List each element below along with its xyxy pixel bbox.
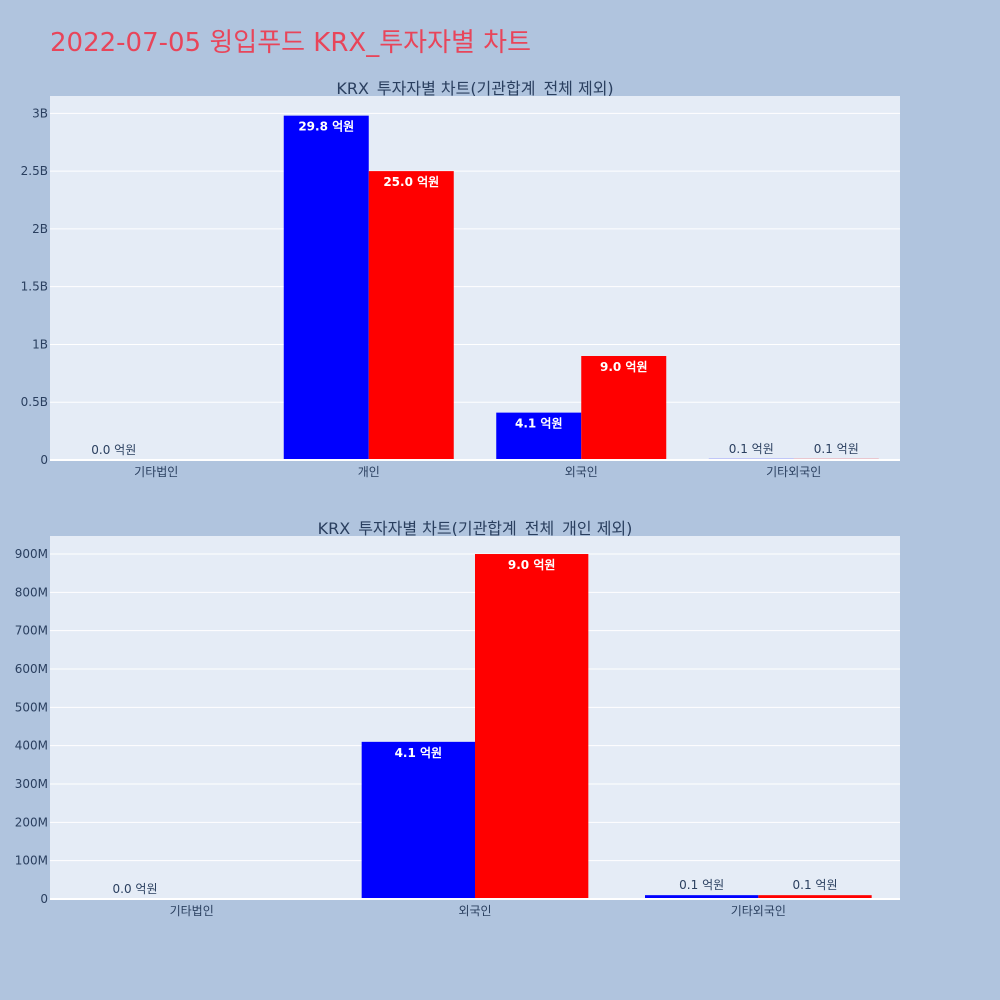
- x-tick-label: 기타법인: [134, 465, 178, 479]
- data-label: 0.0 억원: [91, 443, 136, 457]
- data-label: 0.1 억원: [679, 878, 724, 892]
- y-tick-label: 200M: [15, 815, 48, 829]
- data-label: 0.0 억원: [113, 882, 158, 896]
- y-tick-label: 0: [40, 892, 48, 906]
- y-tick-label: 0: [40, 453, 48, 467]
- chart-title: KRX_투자자별 차트(기관합계_전체 제외): [336, 79, 613, 99]
- y-tick-label: 800M: [15, 585, 48, 599]
- bar: [368, 171, 454, 460]
- bar: [283, 115, 369, 460]
- y-tick-label: 600M: [15, 662, 48, 676]
- bottom-bar-chart: KRX_투자자별 차트(기관합계_전체_개인 제외) 0 100M 200M 300M 4…: [15, 519, 900, 918]
- top-bar-chart: KRX_투자자별 차트(기관합계_전체 제외) 0 0.5B 1B 1.5B 2B 2.5B…: [21, 79, 900, 479]
- y-tick-label: 500M: [15, 700, 48, 714]
- data-label: 4.1 억원: [515, 417, 563, 431]
- y-tick-label: 300M: [15, 777, 48, 791]
- data-label: 29.8 억원: [298, 120, 354, 134]
- y-tick-label: 1.5B: [21, 280, 48, 294]
- x-tick-label: 외국인: [565, 465, 598, 479]
- x-tick-label: 기타외국인: [731, 904, 786, 918]
- bar: [496, 412, 582, 460]
- y-tick-label: 2.5B: [21, 164, 48, 178]
- y-tick-label: 0.5B: [21, 395, 48, 409]
- data-label: 0.1 억원: [814, 442, 859, 456]
- data-label: 0.1 억원: [793, 878, 838, 892]
- bar: [581, 356, 667, 460]
- y-tick-label: 900M: [15, 547, 48, 561]
- page-title: 2022-07-05 윙입푸드 KRX_투자자별 차트: [50, 28, 532, 58]
- y-tick-label: 2B: [32, 222, 48, 236]
- y-tick-label: 100M: [15, 854, 48, 868]
- bar: [475, 554, 589, 899]
- bar: [361, 741, 475, 899]
- data-label: 9.0 억원: [600, 360, 648, 374]
- data-label: 4.1 억원: [395, 746, 443, 760]
- bar: [758, 895, 872, 899]
- x-tick-label: 외국인: [458, 904, 491, 918]
- x-tick-label: 기타외국인: [766, 465, 821, 479]
- data-label: 0.1 억원: [729, 442, 774, 456]
- x-tick-label: 개인: [358, 465, 380, 479]
- bar: [645, 895, 759, 899]
- x-tick-label: 기타법인: [170, 904, 214, 918]
- y-tick-label: 700M: [15, 624, 48, 638]
- data-label: 9.0 억원: [508, 558, 556, 572]
- data-label: 25.0 억원: [383, 175, 439, 189]
- y-tick-label: 3B: [32, 106, 48, 120]
- y-tick-label: 400M: [15, 739, 48, 753]
- plot-area: [50, 96, 900, 460]
- chart-title: KRX_투자자별 차트(기관합계_전체_개인 제외): [318, 519, 633, 539]
- y-tick-label: 1B: [32, 337, 48, 351]
